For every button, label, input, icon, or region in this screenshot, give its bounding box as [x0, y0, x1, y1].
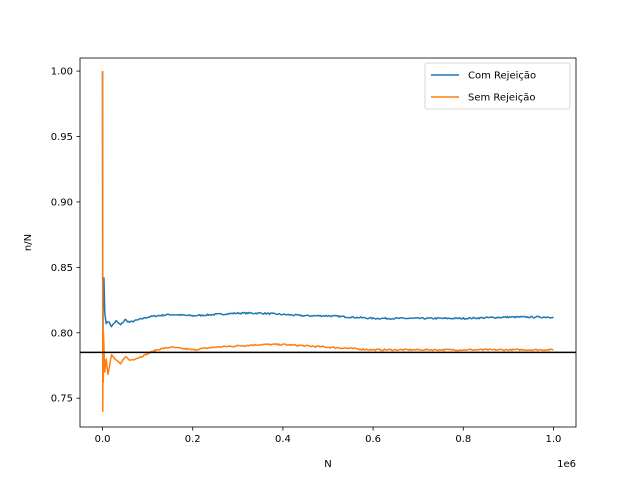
y-tick-label: 0.95: [51, 132, 73, 143]
series-line-1: [101, 71, 554, 347]
y-axis-label: n/N: [23, 234, 34, 251]
y-tick-label: 1.00: [51, 67, 73, 78]
legend-label: Com Rejeição: [468, 71, 536, 82]
x-tick-label: 0.2: [185, 434, 201, 445]
x-axis: 0.0 0.2 0.4 0.6 0.8 1.0: [95, 427, 562, 445]
x-axis-label: N: [324, 459, 331, 470]
y-tick-label: 0.90: [51, 197, 73, 208]
x-tick-label: 0.4: [275, 434, 291, 445]
x-tick-label: 0.8: [455, 434, 471, 445]
axes-frame: [79, 57, 577, 428]
y-tick-label: 0.75: [51, 394, 73, 405]
x-tick-label: 0.0: [95, 434, 111, 445]
series-line-2: [101, 71, 554, 413]
legend-label: Sem Rejeição: [468, 93, 536, 104]
legend-box: [424, 62, 571, 110]
y-tick-label: 0.85: [51, 263, 73, 274]
y-tick-label: 0.80: [51, 328, 73, 339]
y-axis: 0.75 0.80 0.85 0.90 0.95 1.00: [51, 67, 80, 405]
x-axis-offset-label: 1e6: [557, 459, 576, 470]
plot-area: [80, 71, 576, 413]
x-tick-label: 0.6: [365, 434, 381, 445]
x-tick-label: 1.0: [546, 434, 562, 445]
legend: Com Rejeição Sem Rejeição: [424, 62, 571, 110]
